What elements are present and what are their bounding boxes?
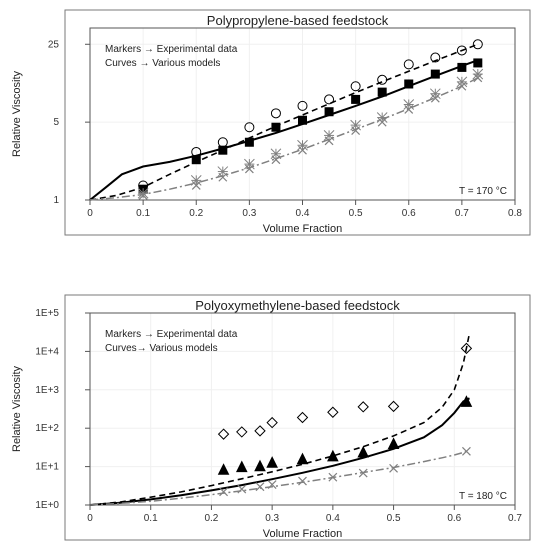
x-tick-label: 0.6: [402, 208, 416, 219]
x-tick-label: 0.7: [455, 208, 469, 219]
bottom-ylabel: Relative Viscosity: [11, 366, 23, 452]
x-tick-label: 0.3: [242, 208, 256, 219]
x-tick-label: 0.2: [189, 208, 203, 219]
x-tick-label: 0.4: [326, 513, 340, 524]
x-tick-label: 0.1: [144, 513, 158, 524]
top-note: T = 170 °C: [459, 186, 507, 197]
bottom-note: T = 180 °C: [459, 491, 507, 502]
y-tick-label: 1E+2: [35, 423, 59, 434]
x-tick-label: 0.8: [508, 208, 522, 219]
x-tick-label: 0.6: [447, 513, 461, 524]
y-tick-label: 1E+5: [35, 308, 59, 319]
top-ylabel: Relative Viscosity: [11, 71, 23, 157]
top-legend-line-1: Curves → Various models: [105, 58, 220, 69]
figure-canvas: 0 0.1 0.2 0.3 0.4 0.5 0.6 0.7 0.8 1 5 25 Polypropyle…: [0, 0, 550, 550]
bottom-title: Polyoxymethylene-based feedstock: [195, 298, 400, 313]
top-xlabel: Volume Fraction: [263, 223, 342, 235]
bottom-xlabel: Volume Fraction: [263, 528, 342, 540]
y-tick-label: 1E+0: [35, 500, 59, 511]
top-title: Polypropylene-based feedstock: [207, 13, 389, 28]
y-tick-label: 5: [53, 117, 59, 128]
bottom-legend-line-1: Curves→ Various models: [105, 343, 218, 354]
y-tick-label: 1E+3: [35, 385, 59, 396]
bottom-legend-line-0: Markers → Experimental data: [105, 329, 238, 340]
y-tick-label: 1E+4: [35, 346, 59, 357]
y-tick-label: 1E+1: [35, 462, 59, 473]
x-tick-label: 0.7: [508, 513, 522, 524]
x-tick-label: 0.2: [204, 513, 218, 524]
x-tick-label: 0.4: [296, 208, 310, 219]
x-tick-label: 0: [87, 208, 93, 219]
y-tick-label: 1: [53, 195, 59, 206]
y-tick-label: 25: [48, 39, 60, 50]
top-legend-line-0: Markers → Experimental data: [105, 44, 238, 55]
x-tick-label: 0.1: [136, 208, 150, 219]
x-tick-label: 0.5: [349, 208, 363, 219]
x-tick-label: 0.5: [387, 513, 401, 524]
x-tick-label: 0: [87, 513, 93, 524]
x-tick-label: 0.3: [265, 513, 279, 524]
